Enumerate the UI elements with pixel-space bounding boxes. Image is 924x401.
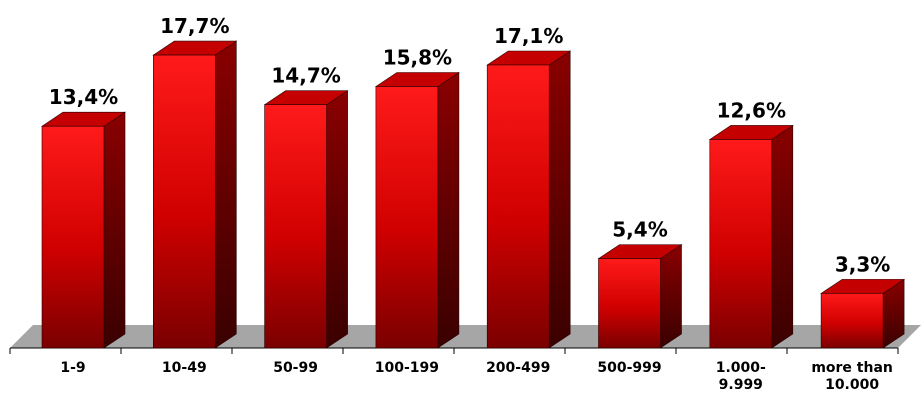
bar-front-face (709, 139, 773, 349)
data-label: 13,4% (49, 85, 118, 109)
bar-front-face (41, 125, 105, 349)
bar (820, 278, 906, 349)
bars-group (41, 40, 906, 349)
bar (486, 50, 572, 349)
x-tick-label: more than 10.000 (811, 360, 893, 393)
x-tick-label: 100-199 (375, 360, 439, 376)
data-label: 5,4% (612, 218, 667, 242)
bar (708, 124, 794, 349)
bar-side-face (326, 90, 348, 349)
bar-front-face (153, 54, 216, 349)
data-label: 3,3% (835, 252, 890, 276)
labels-group: 13,4% 1-9 17,7% 10-49 14,7% 50-99 15,8% 100-199… (49, 14, 893, 393)
floor-plane (10, 325, 921, 348)
bar-front-face (486, 64, 550, 349)
x-tick-label: 1-9 (60, 360, 85, 376)
bar (152, 40, 238, 349)
bar-side-face (215, 40, 237, 349)
bar-front-face (375, 86, 439, 349)
data-label: 17,1% (494, 24, 563, 48)
bar (263, 90, 349, 349)
bar (374, 71, 460, 349)
bar-side-face (437, 71, 460, 349)
bar-side-face (103, 111, 126, 349)
data-label: 12,6% (717, 98, 786, 122)
bar-front-face (264, 104, 327, 349)
bar-side-face (660, 244, 682, 349)
bar (41, 111, 126, 349)
data-label: 14,7% (271, 64, 340, 88)
bar-front-face (598, 258, 661, 349)
data-label: 17,7% (160, 14, 229, 38)
x-tick-label: 500-999 (597, 360, 661, 376)
data-label: 15,8% (383, 46, 452, 70)
x-tick-label: 10-49 (162, 360, 207, 376)
bar-side-face (771, 124, 794, 349)
x-tick-label: 200-499 (486, 360, 550, 376)
bar-front-face (820, 293, 884, 349)
bar (597, 244, 683, 349)
x-tick-label: 1.000-9.999 (716, 360, 766, 393)
bar-side-face (548, 50, 571, 349)
x-tick-label: 50-99 (273, 360, 318, 376)
